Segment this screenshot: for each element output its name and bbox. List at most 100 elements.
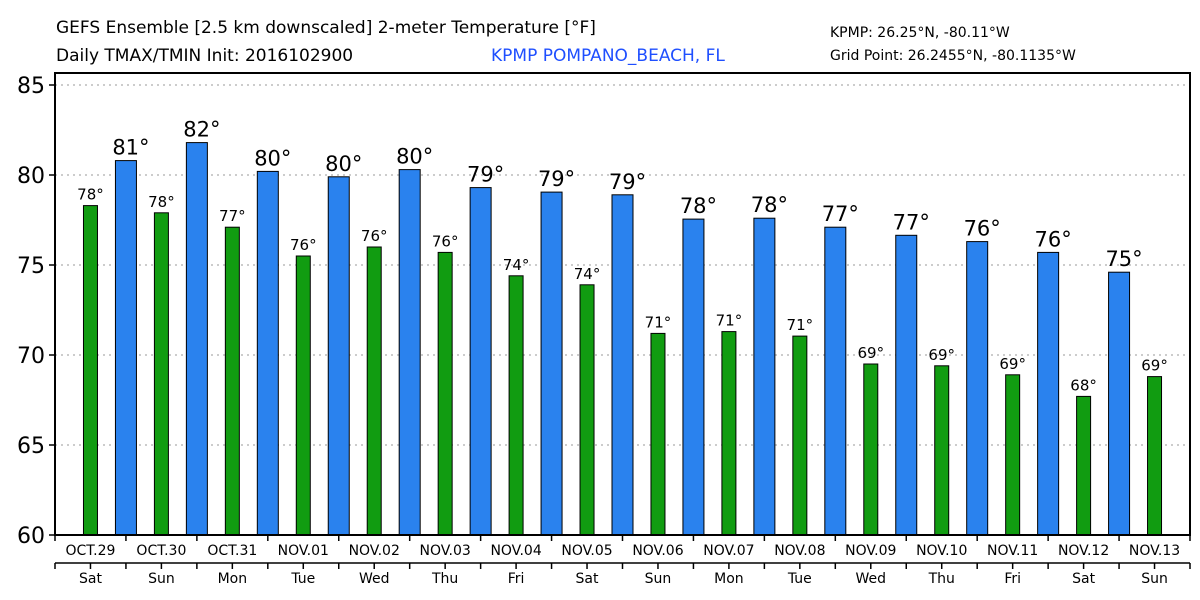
weekday-label: Tue: [787, 571, 812, 587]
tmin-label: 74°: [574, 265, 601, 283]
tmin-label: 76°: [432, 232, 459, 250]
tmax-bar: [753, 217, 776, 536]
tmin-label: 71°: [787, 316, 814, 334]
date-label: NOV.12: [1058, 543, 1109, 559]
bars: 78° 78° 77° 76° 76° 76° 74° 74° 71° 71° 71° 69° 69° 6…: [77, 118, 1168, 536]
tmax-label: 77°: [822, 202, 859, 226]
tmax-label: 80°: [325, 152, 362, 176]
tmin-label: 76°: [361, 227, 388, 245]
tmin-label: 76°: [290, 236, 317, 254]
date-label: NOV.02: [349, 543, 400, 559]
y-tick-label: 85: [17, 74, 45, 99]
date-label: NOV.10: [916, 543, 967, 559]
tmin-label: 71°: [716, 312, 743, 330]
tmin-bar: [579, 284, 595, 536]
tmin-label: 69°: [928, 346, 955, 364]
weekday-label: Fri: [508, 571, 525, 587]
weekday-label: Sat: [1072, 571, 1095, 587]
tmax-bar: [1108, 271, 1131, 536]
date-label: NOV.03: [420, 543, 471, 559]
chart-title: GEFS Ensemble [2.5 km downscaled] 2-mete…: [56, 18, 596, 38]
tmin-bar: [82, 205, 98, 536]
weekday-label: Sun: [1141, 571, 1168, 587]
date-label: NOV.07: [703, 543, 754, 559]
weekday-label: Sun: [148, 571, 175, 587]
tmax-bar: [256, 170, 279, 536]
tmax-label: 79°: [467, 163, 504, 187]
tmax-bar: [398, 169, 421, 536]
tmax-label: 80°: [396, 145, 433, 169]
weekday-label: Thu: [928, 571, 955, 587]
tmax-bar: [611, 194, 634, 536]
weekday-label: Mon: [218, 571, 248, 587]
tmin-bar: [1147, 376, 1163, 536]
tmin-bar: [934, 365, 950, 536]
tmin-label: 69°: [999, 355, 1026, 373]
tmax-label: 79°: [609, 170, 646, 194]
y-tick-label: 70: [17, 344, 45, 369]
weekday-label: Wed: [359, 571, 390, 587]
tmin-bar: [863, 363, 879, 536]
tmin-label: 77°: [219, 207, 246, 225]
tmin-bar: [437, 251, 453, 536]
date-label: NOV.06: [632, 543, 683, 559]
axes: 60 65 70 75 80 85 OCT.29 Sat OCT.30 Sun OCT.31 Mon N…: [17, 72, 1191, 587]
tmax-label: 80°: [254, 146, 291, 170]
tmin-label: 74°: [503, 256, 530, 274]
date-label: OCT.30: [136, 543, 186, 559]
date-label: NOV.04: [490, 543, 541, 559]
tmin-label: 71°: [645, 313, 672, 331]
tmin-bar: [153, 212, 169, 536]
date-label: NOV.01: [278, 543, 329, 559]
date-label: NOV.13: [1129, 543, 1180, 559]
tmax-bar: [966, 241, 989, 536]
tmax-label: 76°: [964, 217, 1001, 241]
weekday-label: Tue: [290, 571, 315, 587]
tmin-bar: [1005, 374, 1021, 536]
tmin-label: 69°: [857, 344, 884, 362]
tmin-label: 78°: [148, 193, 175, 211]
tmax-bar: [327, 176, 350, 536]
tmax-label: 75°: [1105, 247, 1142, 271]
tmin-label: 69°: [1141, 357, 1168, 375]
tmin-bar: [366, 246, 382, 536]
tmax-bar: [1037, 251, 1060, 536]
tmax-label: 78°: [680, 194, 717, 218]
station-name: KPMP POMPANO_BEACH, FL: [491, 46, 725, 66]
weekday-label: Sat: [79, 571, 102, 587]
tmax-bar: [824, 226, 847, 536]
tmax-bar: [895, 234, 918, 536]
weekday-label: Mon: [714, 571, 744, 587]
tmin-label: 78°: [77, 186, 104, 204]
tmax-bar: [114, 160, 137, 536]
tmax-label: 78°: [751, 193, 788, 217]
station-coords: KPMP: 26.25°N, -80.11°W: [830, 25, 1010, 41]
weekday-label: Sat: [576, 571, 599, 587]
chart-subtitle: Daily TMAX/TMIN Init: 2016102900: [56, 46, 353, 66]
weekday-label: Sun: [645, 571, 672, 587]
date-label: OCT.31: [207, 543, 257, 559]
tmax-bar: [540, 191, 563, 536]
y-tick-label: 65: [17, 434, 45, 459]
date-label: NOV.08: [774, 543, 825, 559]
tmax-label: 81°: [112, 136, 149, 160]
tmin-bar: [721, 331, 737, 536]
y-tick-label: 75: [17, 254, 45, 279]
weekday-label: Fri: [1004, 571, 1021, 587]
tmax-bar: [682, 218, 705, 536]
tmax-bar: [469, 187, 492, 536]
date-label: OCT.29: [65, 543, 115, 559]
tmin-bar: [650, 332, 666, 536]
tmin-bar: [295, 255, 311, 536]
tmax-label: 82°: [183, 118, 220, 142]
y-tick-label: 80: [17, 164, 45, 189]
weekday-label: Thu: [431, 571, 458, 587]
tmin-label: 68°: [1070, 376, 1097, 394]
y-tick-label: 60: [17, 524, 45, 549]
tmax-label: 77°: [893, 210, 930, 234]
tmax-label: 79°: [538, 167, 575, 191]
tmin-bar: [508, 275, 524, 536]
tmax-bar: [185, 142, 208, 536]
date-label: NOV.11: [987, 543, 1038, 559]
tmax-label: 76°: [1035, 227, 1072, 251]
